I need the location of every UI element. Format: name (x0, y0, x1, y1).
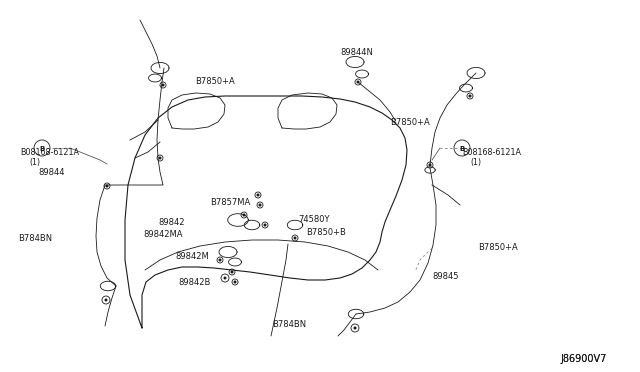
Circle shape (429, 164, 431, 167)
Text: B08168-6121A: B08168-6121A (462, 148, 521, 157)
Circle shape (159, 157, 161, 160)
Circle shape (234, 280, 237, 283)
Circle shape (106, 185, 109, 187)
Circle shape (243, 214, 246, 217)
Circle shape (353, 327, 356, 330)
Circle shape (223, 276, 227, 279)
Text: B08168-6121A: B08168-6121A (20, 148, 79, 157)
Circle shape (161, 83, 164, 87)
Circle shape (468, 94, 472, 97)
Circle shape (294, 237, 296, 240)
Text: (1): (1) (470, 158, 481, 167)
Text: B784BN: B784BN (272, 320, 306, 329)
Text: 89842M: 89842M (175, 252, 209, 261)
Circle shape (230, 270, 234, 273)
Circle shape (257, 193, 259, 196)
Text: 74580Y: 74580Y (298, 215, 330, 224)
Text: (1): (1) (29, 158, 40, 167)
Text: B: B (460, 146, 465, 152)
Circle shape (218, 259, 221, 262)
Text: J86900V7: J86900V7 (560, 354, 606, 364)
Circle shape (104, 298, 108, 301)
Text: 89844: 89844 (38, 168, 65, 177)
Text: 89845: 89845 (432, 272, 458, 281)
Text: B7850+B: B7850+B (306, 228, 346, 237)
Circle shape (259, 203, 262, 206)
Circle shape (356, 80, 360, 83)
Text: B7857MA: B7857MA (210, 198, 250, 207)
Text: J86900V7: J86900V7 (560, 354, 606, 364)
Text: 89842: 89842 (158, 218, 184, 227)
Text: 89844N: 89844N (340, 48, 373, 57)
Text: 89842B: 89842B (178, 278, 211, 287)
Text: B: B (40, 146, 45, 152)
Text: 89842MA: 89842MA (143, 230, 182, 239)
Circle shape (264, 224, 266, 227)
Text: B7850+A: B7850+A (390, 118, 429, 127)
Text: B7850+A: B7850+A (195, 77, 235, 86)
Text: B784BN: B784BN (18, 234, 52, 243)
Text: B7850+A: B7850+A (478, 243, 518, 252)
